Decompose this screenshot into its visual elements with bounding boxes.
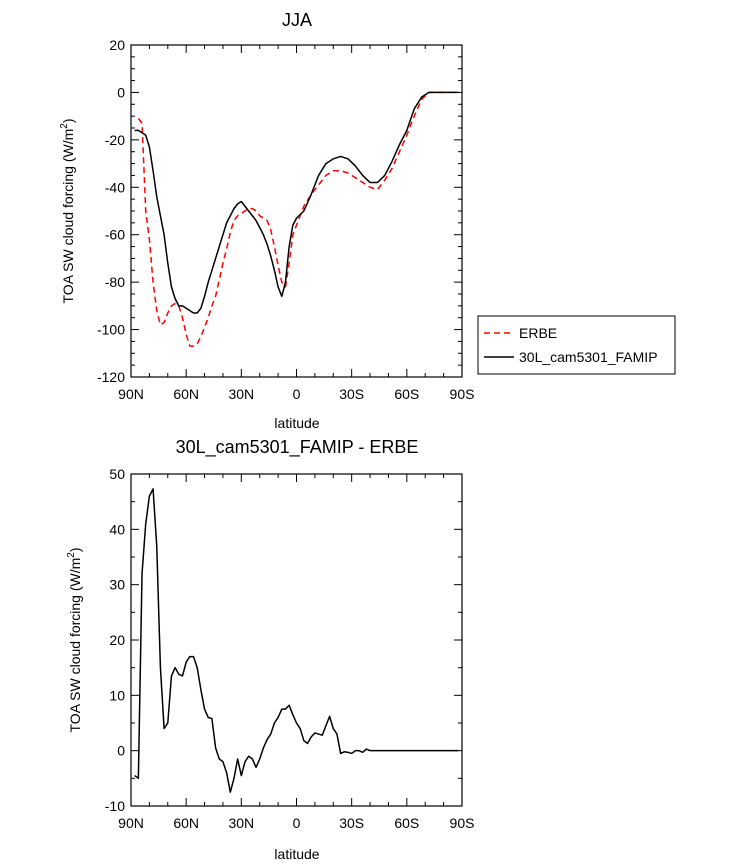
bottom-ticks: 90N 60N 30N 0 30S 60S 90S 50 40 30 20 10 0 -10 (105, 466, 475, 831)
bottom-x-tick-label: 30S (339, 815, 364, 831)
top-x-tick-label: 0 (293, 386, 301, 402)
top-y-tick-label: -20 (105, 132, 125, 148)
bottom-x-tick-label: 60S (394, 815, 419, 831)
top-series-line-model (134, 91, 459, 314)
bottom-y-axis-label: TOA SW cloud forcing (W/m2) (66, 547, 83, 732)
bottom-y-tick-label: 40 (109, 521, 125, 537)
bottom-series-line-difference (134, 488, 459, 793)
bottom-y-tick-label: 30 (109, 577, 125, 593)
top-chart-title: JJA (282, 10, 312, 30)
top-y-tick-label: 0 (117, 84, 125, 100)
top-series-line-erbe (137, 91, 459, 347)
top-y-tick-label: -60 (105, 227, 125, 243)
bottom-y-tick-label: 20 (109, 632, 125, 648)
legend-label-erbe: ERBE (519, 325, 557, 341)
bottom-x-axis-label: latitude (274, 846, 319, 862)
top-x-tick-label: 60S (394, 386, 419, 402)
top-x-tick-label: 30N (228, 386, 254, 402)
legend-label-model: 30L_cam5301_FAMIP (519, 349, 658, 365)
bottom-x-tick-label: 0 (293, 815, 301, 831)
top-x-tick-label: 60N (173, 386, 199, 402)
bottom-y-axis-label-main: TOA SW cloud forcing (W/m (67, 558, 83, 733)
bottom-series-group (134, 488, 459, 793)
bottom-chart-title: 30L_cam5301_FAMIP - ERBE (176, 437, 419, 458)
bottom-x-tick-label: 60N (173, 815, 199, 831)
top-x-tick-label: 90S (450, 386, 475, 402)
top-x-axis-label: latitude (274, 415, 319, 431)
legend: ERBE 30L_cam5301_FAMIP (477, 315, 676, 375)
bottom-y-tick-label: 50 (109, 466, 125, 482)
panel-bottom: 30L_cam5301_FAMIP - ERBE 90N 60N 30N 0 30S 60… (66, 437, 474, 862)
panel-top: JJA 90N 60N 30N 0 30S 60S 90S 20 0 -20 -40 -60 -80 -1… (59, 10, 676, 431)
bottom-y-tick-label: 10 (109, 687, 125, 703)
top-x-tick-label: 90N (118, 386, 144, 402)
top-y-tick-label: -40 (105, 179, 125, 195)
top-series-group (134, 91, 459, 347)
top-y-tick-label: -80 (105, 274, 125, 290)
top-y-axis-label-main: TOA SW cloud forcing (W/m (60, 129, 76, 304)
top-y-tick-label: -100 (97, 322, 125, 338)
top-y-axis-label-sup: 2 (59, 123, 70, 129)
top-ticks: 90N 60N 30N 0 30S 60S 90S 20 0 -20 -40 -60 -80 -100 -1… (97, 37, 474, 402)
top-y-axis-label: TOA SW cloud forcing (W/m2) (59, 118, 76, 303)
top-plot-frame (130, 44, 463, 378)
bottom-x-tick-label: 90N (118, 815, 144, 831)
bottom-plot-frame (130, 473, 463, 807)
bottom-x-tick-label: 90S (450, 815, 475, 831)
bottom-y-axis-label-sup: 2 (66, 552, 77, 558)
top-y-tick-label: 20 (109, 37, 125, 53)
bottom-y-tick-label: -10 (105, 798, 125, 814)
bottom-x-tick-label: 30N (228, 815, 254, 831)
bottom-y-tick-label: 0 (117, 743, 125, 759)
top-y-tick-label: -120 (97, 369, 125, 385)
top-x-tick-label: 30S (339, 386, 364, 402)
legend-box (477, 315, 676, 375)
top-y-axis-label-close: ) (60, 118, 76, 123)
bottom-y-axis-label-close: ) (67, 547, 83, 552)
